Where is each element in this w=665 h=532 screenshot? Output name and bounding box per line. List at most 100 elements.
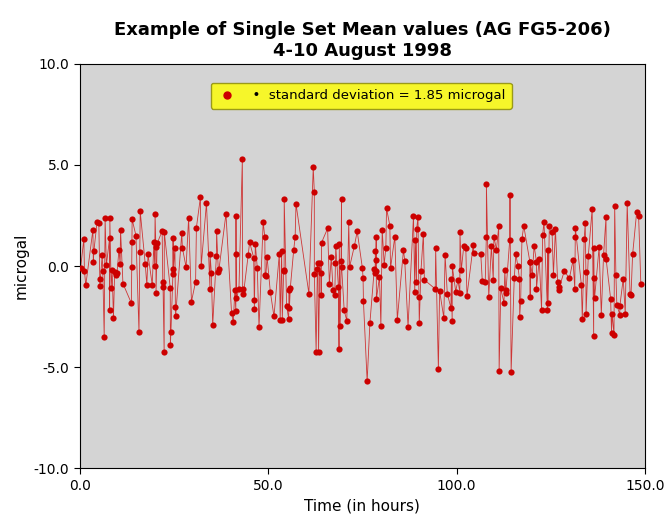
Point	[553, 278, 563, 286]
Point	[207, 321, 218, 330]
Point	[289, 246, 299, 254]
Point	[537, 231, 548, 239]
Point	[170, 244, 180, 253]
Point	[377, 226, 388, 234]
Point	[514, 275, 525, 283]
Point	[260, 271, 271, 279]
Point	[374, 272, 385, 281]
Point	[525, 293, 535, 302]
Point	[326, 253, 336, 262]
Point	[493, 222, 504, 230]
Point	[600, 213, 611, 221]
Point	[315, 259, 325, 268]
Point	[112, 269, 122, 277]
Point	[329, 291, 340, 300]
Point	[488, 276, 499, 284]
Point	[231, 306, 241, 315]
Point	[531, 257, 542, 266]
Point	[181, 263, 192, 271]
Point	[165, 341, 176, 350]
Point	[570, 223, 581, 232]
Point	[100, 214, 110, 222]
Point	[150, 243, 161, 252]
Point	[170, 312, 181, 320]
Point	[252, 264, 263, 272]
Point	[609, 202, 620, 211]
Point	[414, 293, 424, 301]
Point	[400, 256, 410, 265]
Point	[548, 270, 559, 279]
Point	[134, 247, 145, 256]
Point	[411, 278, 422, 286]
Point	[576, 280, 587, 289]
Point	[316, 291, 327, 300]
Point	[569, 285, 580, 293]
Point	[418, 230, 429, 238]
Point	[165, 284, 176, 292]
Point	[157, 227, 168, 235]
Point	[627, 250, 638, 259]
Point	[262, 253, 273, 262]
Point	[544, 222, 555, 230]
Point	[150, 262, 160, 271]
Point	[631, 207, 642, 216]
Point	[190, 278, 201, 286]
Point	[370, 267, 381, 275]
Point	[336, 257, 346, 265]
Point	[491, 245, 502, 254]
Point	[94, 275, 105, 283]
Point	[324, 280, 334, 288]
Point	[410, 288, 420, 296]
Point	[500, 289, 511, 297]
Point	[277, 315, 287, 324]
Point	[369, 264, 380, 273]
Point	[570, 233, 581, 242]
Point	[343, 218, 354, 227]
Point	[98, 267, 108, 275]
Point	[468, 248, 479, 257]
Point	[104, 234, 115, 243]
Point	[115, 225, 126, 234]
Point	[624, 290, 635, 298]
Point	[213, 264, 224, 273]
Point	[433, 365, 444, 373]
Point	[201, 199, 211, 207]
Point	[379, 260, 390, 269]
Point	[109, 268, 120, 277]
Point	[543, 246, 553, 254]
Point	[238, 290, 249, 299]
Point	[158, 278, 168, 286]
Point	[495, 284, 506, 293]
Point	[110, 270, 121, 279]
Point	[275, 315, 285, 324]
Point	[176, 229, 187, 237]
Point	[313, 348, 324, 356]
Point	[598, 251, 609, 259]
Point	[453, 276, 464, 285]
Point	[107, 266, 118, 275]
Point	[126, 238, 137, 247]
Point	[412, 225, 422, 233]
Point	[501, 286, 511, 294]
Point	[195, 193, 205, 202]
Point	[148, 238, 159, 246]
Point	[177, 243, 188, 252]
Point	[191, 223, 201, 232]
Point	[237, 285, 248, 293]
Point	[371, 232, 382, 241]
Point	[606, 328, 617, 337]
Point	[362, 377, 372, 386]
Point	[480, 278, 491, 286]
Point	[158, 283, 168, 292]
Point	[419, 276, 430, 284]
Point	[450, 287, 461, 296]
Point	[505, 190, 515, 199]
Point	[594, 243, 604, 252]
Point	[622, 199, 632, 207]
Point	[104, 213, 115, 222]
Point	[511, 250, 521, 259]
Point	[279, 195, 289, 204]
Point	[75, 263, 86, 272]
Point	[79, 267, 90, 275]
Point	[392, 315, 402, 324]
